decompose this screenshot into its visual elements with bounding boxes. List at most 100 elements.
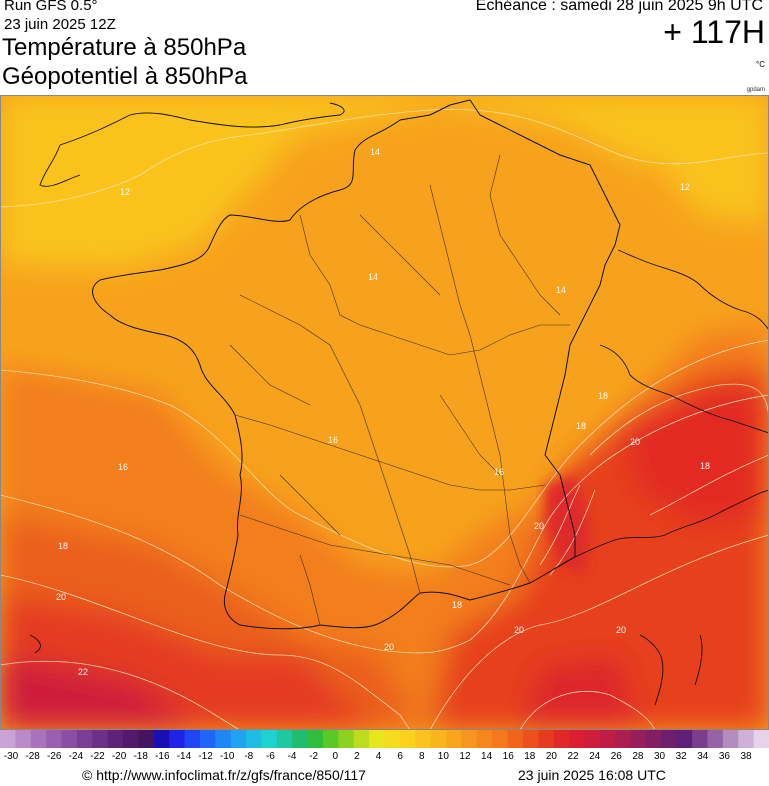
credit-label: gpdam [746,87,765,93]
color-scale-tick-label: 6 [397,751,403,762]
color-scale-swatch [61,730,78,748]
contour-label: 20 [630,437,640,447]
color-scale-swatch [707,730,724,748]
color-scale-tick-label: 8 [418,751,425,762]
color-scale-tick-label: 2 [354,751,360,762]
color-scale-tick-label: 32 [675,751,687,762]
color-scale-tick-label: 30 [653,751,666,762]
color-scale-swatch [246,730,263,748]
contour-label: 20 [534,521,544,531]
contour-label: 12 [680,182,690,192]
unit-label: °C [756,60,765,69]
color-scale-swatch [569,730,586,748]
contour-label: 18 [576,421,586,431]
color-scale-swatch [138,730,155,748]
color-scale-tick-label: 36 [718,751,730,762]
color-scale-swatch [676,730,693,748]
color-scale-tick-label: 24 [589,751,601,762]
color-scale-tick-label: -6 [265,751,275,762]
color-scale-tick-label: -2 [309,751,319,762]
contour-label: 14 [370,147,380,157]
contour-label: 18 [58,541,68,551]
contour-label: 22 [78,667,88,677]
color-scale-tick-label: 0 [332,751,339,762]
color-scale-swatch [0,730,16,748]
color-scale-swatch [446,730,462,748]
color-scale-swatch [753,730,769,748]
color-scale-tick-label: -14 [176,751,192,762]
color-scale-swatch [307,730,324,748]
contour-label: 16 [118,462,128,472]
color-scale-tick-label: -26 [47,751,62,762]
lead-time: + 117H [663,14,765,50]
color-scale-tick-label: -28 [25,751,40,762]
contour-label: 20 [616,625,626,635]
color-scale-tick-label: -20 [111,751,127,762]
color-scale-swatch [276,730,293,748]
run-date: 23 juin 2025 12Z [4,16,116,33]
contour-label: 14 [556,285,566,295]
color-scale-tick-label: -4 [287,751,297,762]
contour-label: 12 [120,187,130,197]
color-scale-swatch [584,730,601,748]
color-scale-swatch [384,730,401,748]
color-scale-swatch [92,730,109,748]
color-scale-tick-label: 22 [567,751,579,762]
source-url[interactable]: © http://www.infoclimat.fr/z/gfs/france/… [82,767,366,783]
contour-label: 18 [598,391,608,401]
color-scale-swatch [153,730,170,748]
color-scale-tick-label: 38 [740,751,752,762]
map-title-temperature: Température à 850hPa [2,34,247,61]
color-scale-swatch [661,730,678,748]
contour-label: 14 [368,272,378,282]
color-scale-tick-label: 12 [459,751,471,762]
color-scale-swatch [322,730,339,748]
color-scale-swatch [399,730,416,748]
run-label: Run GFS 0.5° [4,0,98,14]
color-scale-swatch [538,730,555,748]
color-scale-swatch [692,730,709,748]
color-scale-tick-label: -24 [68,751,84,762]
color-scale-tick-label: 16 [502,751,514,762]
map-title-geopotential: Géopotentiel à 850hPa [2,63,248,90]
color-scale-swatch [123,730,140,748]
color-scale-tick-label: -30 [3,751,19,762]
color-scale-swatch [461,730,478,748]
color-scale-tick-label: 18 [524,751,536,762]
color-scale-tick-label: -18 [133,751,148,762]
color-scale-swatch [369,730,386,748]
contour-label: 18 [700,461,710,471]
color-scale-swatch [415,730,432,748]
color-scale-tick-label: -8 [244,751,254,762]
color-scale-swatch [169,730,186,748]
color-scale-swatch [553,730,570,748]
contour-label: 20 [384,642,394,652]
color-scale-swatch [76,730,93,748]
color-scale-swatch [599,730,616,748]
color-scale-swatch [615,730,632,748]
color-scale-swatch [645,730,662,748]
contour-label: 16 [328,435,338,445]
color-scale-swatch [46,730,63,748]
color-scale-swatch [630,730,647,748]
color-scale-swatch [353,730,370,748]
contour-label: 16 [494,467,504,477]
color-scale-tick-label: 34 [697,751,709,762]
color-scale-swatch [107,730,124,748]
color-scale-swatch [15,730,32,748]
color-scale-swatch [215,730,232,748]
color-scale-swatch [507,730,524,748]
color-scale-bar [0,730,769,748]
color-scale-swatch [492,730,509,748]
color-scale-swatch [522,730,539,748]
color-scale-swatch [292,730,309,748]
color-scale-tick-label: -12 [198,751,213,762]
color-scale-swatch [338,730,355,748]
contour-label: 20 [56,592,66,602]
color-scale-swatch [261,730,278,748]
color-scale-tick-label: 26 [610,751,622,762]
color-scale-tick-label: -10 [219,751,235,762]
color-scale-swatch [230,730,247,748]
color-scale-swatch [476,730,493,748]
generated-timestamp: 23 juin 2025 16:08 UTC [518,767,666,783]
